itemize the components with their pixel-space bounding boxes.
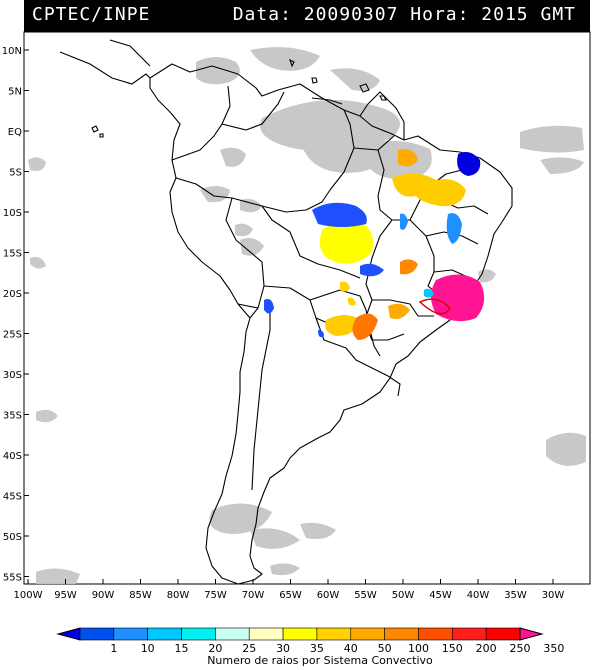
lat-label: 55S [3, 573, 22, 584]
colorbar-label: 25 [242, 642, 256, 655]
colorbar-swatch [147, 627, 182, 641]
lon-label: 80W [167, 590, 190, 601]
system-yellow-north [392, 173, 466, 207]
lon-label: 30W [542, 590, 565, 601]
system-blue-mid [400, 213, 408, 230]
lon-label: 40W [467, 590, 490, 601]
longitude-ticks: 100W 95W 90W 85W 80W 75W 70W 65W 60W 55W 50W 45W 40W… [14, 579, 565, 601]
system-yellow-west [319, 221, 373, 264]
map-header: CPTEC/INPE Data: 20090307 Hora: 2015 GMT [24, 0, 590, 32]
lon-label: 45W [429, 590, 452, 601]
system-orange-mid [400, 259, 418, 275]
system-red-ring [418, 298, 451, 315]
colorbar-swatch [79, 627, 115, 641]
colorbar-label: 35 [310, 642, 324, 655]
lat-label: 25S [3, 330, 22, 341]
colorbar-label: 20 [208, 642, 222, 655]
lat-label: 30S [3, 370, 22, 381]
lat-label: EQ [8, 127, 22, 138]
lon-label: 85W [129, 590, 152, 601]
colorbar-label: 350 [543, 642, 564, 655]
colorbar-swatch [384, 627, 419, 641]
lon-label: 65W [279, 590, 302, 601]
system-blue-west [312, 202, 367, 227]
lon-label: 35W [504, 590, 527, 601]
system-blue-south [360, 263, 384, 277]
colorbar-caption: Numero de raios por Sistema Convectivo [207, 654, 433, 667]
system-blue-south2 [318, 330, 324, 338]
lat-label: 5N [8, 87, 22, 98]
lat-label: 20S [3, 289, 22, 300]
central-america [59, 39, 387, 138]
lat-label: 40S [3, 451, 22, 462]
colorbar-swatch [248, 627, 284, 641]
colorbar-swatch [282, 627, 318, 641]
lat-label: 45S [3, 492, 22, 503]
lon-label: 70W [242, 590, 265, 601]
lat-label: 50S [3, 532, 22, 543]
convective-systems [264, 149, 485, 340]
system-orange-south [352, 313, 378, 340]
header-datetime: Data: 20090307 Hora: 2015 GMT [232, 4, 576, 25]
system-yellow-sb2 [340, 281, 350, 292]
system-yellow-sb3 [348, 297, 356, 306]
system-orange-north [398, 149, 418, 167]
system-orange-sb [388, 303, 410, 319]
system-magenta [431, 274, 485, 322]
colorbar: 1 10 15 20 25 30 35 40 50 100 150 200 250 350 [56, 627, 564, 655]
lon-label: 55W [354, 590, 377, 601]
lon-label: 75W [204, 590, 227, 601]
system-blue-bolivia [264, 299, 274, 314]
lat-label: 10S [3, 208, 22, 219]
colorbar-label: 1 [110, 642, 117, 655]
colorbar-swatch [418, 627, 453, 641]
cloud-cover [28, 47, 586, 584]
latitude-ticks: 10N 5N EQ 5S 10S 15S 20S 25S 30S 35S 40S 45S 50S 55S [2, 46, 29, 584]
colorbar-swatch [452, 627, 487, 641]
colorbar-swatch [181, 627, 216, 641]
system-yellow-south [325, 315, 360, 336]
colorbar-arrow-left [56, 627, 81, 641]
colorbar-label: 40 [344, 642, 358, 655]
lon-label: 100W [14, 590, 43, 601]
colorbar-label: 30 [276, 642, 290, 655]
system-cyan-small [424, 288, 434, 298]
system-cyan-east [446, 213, 462, 244]
lat-label: 5S [9, 168, 22, 179]
lat-label: 10N [2, 46, 22, 57]
system-blue-northeast [457, 152, 481, 176]
lon-label: 95W [54, 590, 77, 601]
colorbar-label: 50 [378, 642, 392, 655]
colorbar-label: 10 [141, 642, 155, 655]
colorbar-arrow-right [519, 627, 544, 641]
south-america-coast [149, 63, 513, 585]
colorbar-label: 250 [510, 642, 531, 655]
lon-label: 90W [92, 590, 115, 601]
header-source: CPTEC/INPE [32, 4, 151, 25]
lat-label: 15S [3, 249, 22, 260]
colorbar-swatch [316, 627, 352, 641]
colorbar-label: 15 [175, 642, 189, 655]
colorbar-swatch [113, 627, 148, 641]
lon-label: 50W [392, 590, 415, 601]
lat-label: 35S [3, 411, 22, 422]
colorbar-swatch [215, 627, 250, 641]
colorbar-swatch [485, 627, 521, 641]
lon-label: 60W [317, 590, 340, 601]
colorbar-label: 100 [408, 642, 429, 655]
colorbar-label: 150 [442, 642, 463, 655]
colorbar-swatch [350, 627, 385, 641]
colorbar-label: 200 [476, 642, 497, 655]
